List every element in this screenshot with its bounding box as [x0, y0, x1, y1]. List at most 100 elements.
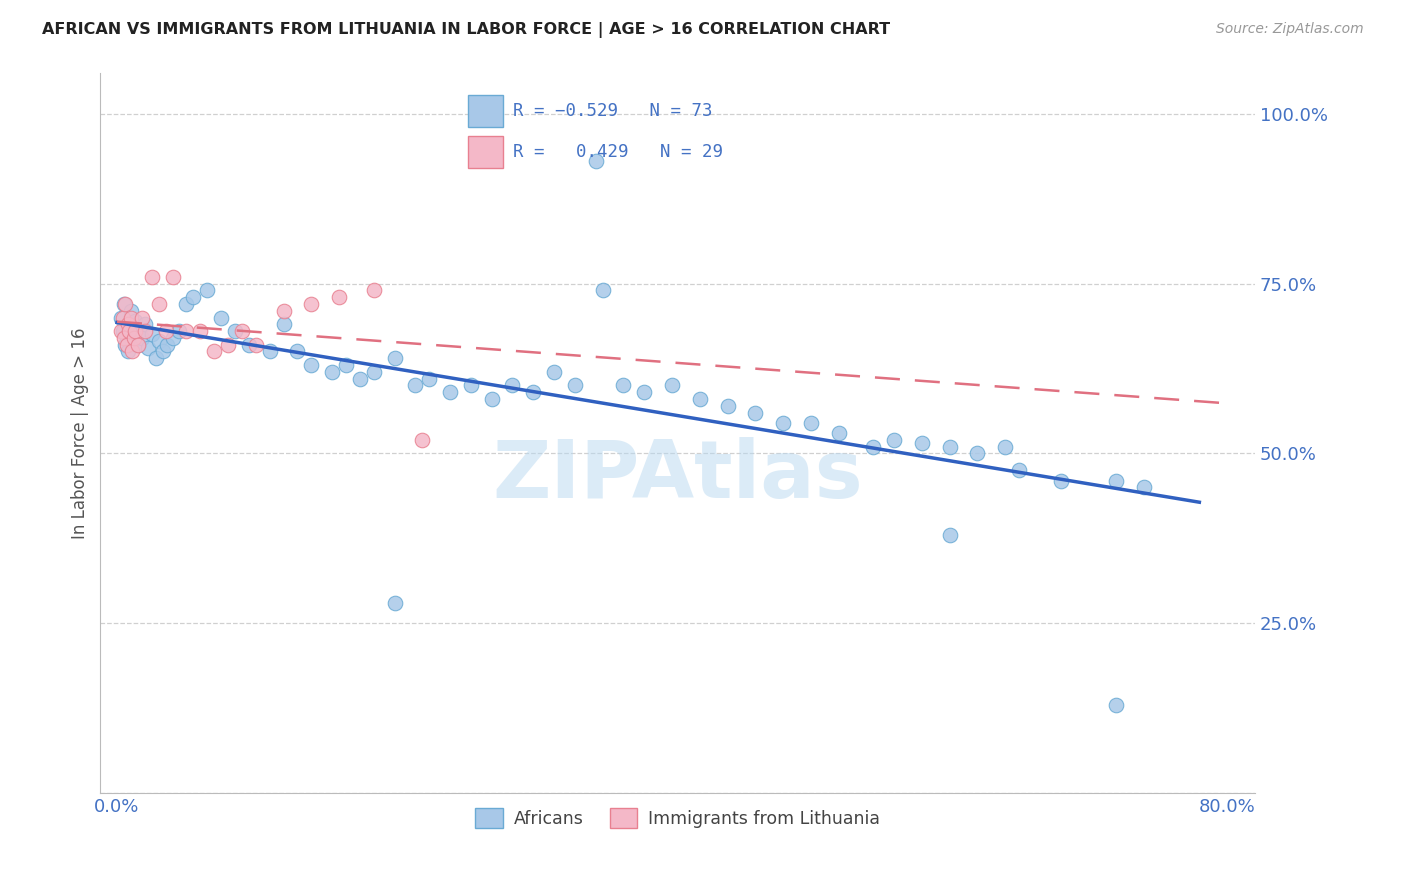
- Point: [231, 324, 253, 338]
- Point: [1049, 474, 1071, 488]
- Point: [259, 344, 281, 359]
- Point: [217, 337, 239, 351]
- Point: [328, 290, 350, 304]
- Point: [245, 337, 267, 351]
- Point: [117, 344, 139, 359]
- Point: [121, 334, 143, 349]
- Point: [155, 324, 177, 338]
- Point: [112, 331, 135, 345]
- Point: [111, 310, 134, 325]
- Point: [162, 331, 184, 345]
- Point: [125, 327, 148, 342]
- Point: [115, 337, 138, 351]
- Point: [522, 385, 544, 400]
- Point: [661, 378, 683, 392]
- Point: [148, 297, 170, 311]
- Point: [124, 324, 146, 338]
- Point: [564, 378, 586, 392]
- Point: [202, 344, 225, 359]
- Point: [384, 351, 406, 366]
- Text: Source: ZipAtlas.com: Source: ZipAtlas.com: [1216, 22, 1364, 37]
- Point: [938, 440, 960, 454]
- Point: [110, 310, 132, 325]
- Y-axis label: In Labor Force | Age > 16: In Labor Force | Age > 16: [72, 327, 89, 539]
- Point: [112, 297, 135, 311]
- Point: [136, 341, 159, 355]
- Point: [585, 154, 607, 169]
- Point: [481, 392, 503, 406]
- Point: [124, 314, 146, 328]
- Point: [335, 358, 357, 372]
- Point: [744, 406, 766, 420]
- Point: [209, 310, 232, 325]
- Point: [118, 324, 141, 338]
- Point: [128, 324, 150, 338]
- Point: [411, 433, 433, 447]
- Point: [287, 344, 309, 359]
- Point: [114, 337, 136, 351]
- Point: [800, 416, 823, 430]
- Point: [689, 392, 711, 406]
- Point: [114, 297, 136, 311]
- Point: [439, 385, 461, 400]
- Point: [115, 331, 138, 345]
- Point: [363, 365, 385, 379]
- Point: [162, 269, 184, 284]
- Point: [176, 297, 198, 311]
- Point: [121, 344, 143, 359]
- Point: [543, 365, 565, 379]
- Point: [120, 303, 142, 318]
- Point: [156, 337, 179, 351]
- Point: [117, 318, 139, 332]
- Point: [772, 416, 794, 430]
- Point: [120, 310, 142, 325]
- Legend: Africans, Immigrants from Lithuania: Africans, Immigrants from Lithuania: [468, 801, 887, 835]
- Point: [418, 371, 440, 385]
- Point: [1133, 480, 1156, 494]
- Point: [299, 297, 322, 311]
- Point: [181, 290, 204, 304]
- Point: [134, 318, 156, 332]
- Point: [911, 436, 934, 450]
- Point: [592, 283, 614, 297]
- Text: ZIPAtlas: ZIPAtlas: [492, 437, 863, 516]
- Point: [141, 269, 163, 284]
- Point: [188, 324, 211, 338]
- Point: [460, 378, 482, 392]
- Point: [349, 371, 371, 385]
- Point: [384, 596, 406, 610]
- Point: [238, 337, 260, 351]
- Point: [404, 378, 426, 392]
- Point: [1105, 474, 1128, 488]
- Point: [224, 324, 246, 338]
- Point: [134, 324, 156, 338]
- Point: [273, 303, 295, 318]
- Point: [195, 283, 218, 297]
- Point: [966, 446, 988, 460]
- Point: [118, 318, 141, 332]
- Point: [273, 318, 295, 332]
- Point: [827, 425, 849, 440]
- Point: [110, 324, 132, 338]
- Point: [131, 331, 153, 345]
- Point: [145, 351, 167, 366]
- Point: [883, 433, 905, 447]
- Point: [122, 320, 145, 334]
- Point: [633, 385, 655, 400]
- Point: [363, 283, 385, 297]
- Point: [716, 399, 738, 413]
- Point: [612, 378, 634, 392]
- Point: [131, 310, 153, 325]
- Point: [127, 337, 149, 351]
- Point: [169, 324, 191, 338]
- Point: [176, 324, 198, 338]
- Point: [1105, 698, 1128, 712]
- Point: [122, 331, 145, 345]
- Point: [938, 528, 960, 542]
- Point: [321, 365, 343, 379]
- Point: [299, 358, 322, 372]
- Point: [994, 440, 1017, 454]
- Point: [152, 344, 174, 359]
- Point: [111, 324, 134, 338]
- Point: [501, 378, 523, 392]
